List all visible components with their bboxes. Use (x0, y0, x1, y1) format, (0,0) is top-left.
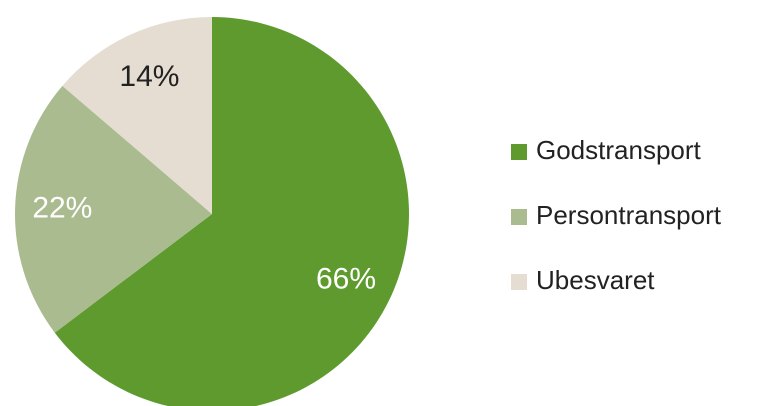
pie-slice (14, 85, 212, 333)
data-label: 22% (32, 191, 92, 224)
pie-slice (54, 17, 409, 406)
legend-label: Ubesvaret (536, 265, 655, 295)
legend-swatch (511, 144, 527, 160)
legend-label: Persontransport (536, 200, 722, 230)
legend-label: Godstransport (536, 135, 702, 165)
legend-swatch (511, 209, 527, 225)
data-label: 14% (119, 60, 179, 93)
pie-slice (62, 17, 212, 214)
legend-swatch (511, 274, 527, 290)
data-label: 66% (316, 263, 376, 296)
